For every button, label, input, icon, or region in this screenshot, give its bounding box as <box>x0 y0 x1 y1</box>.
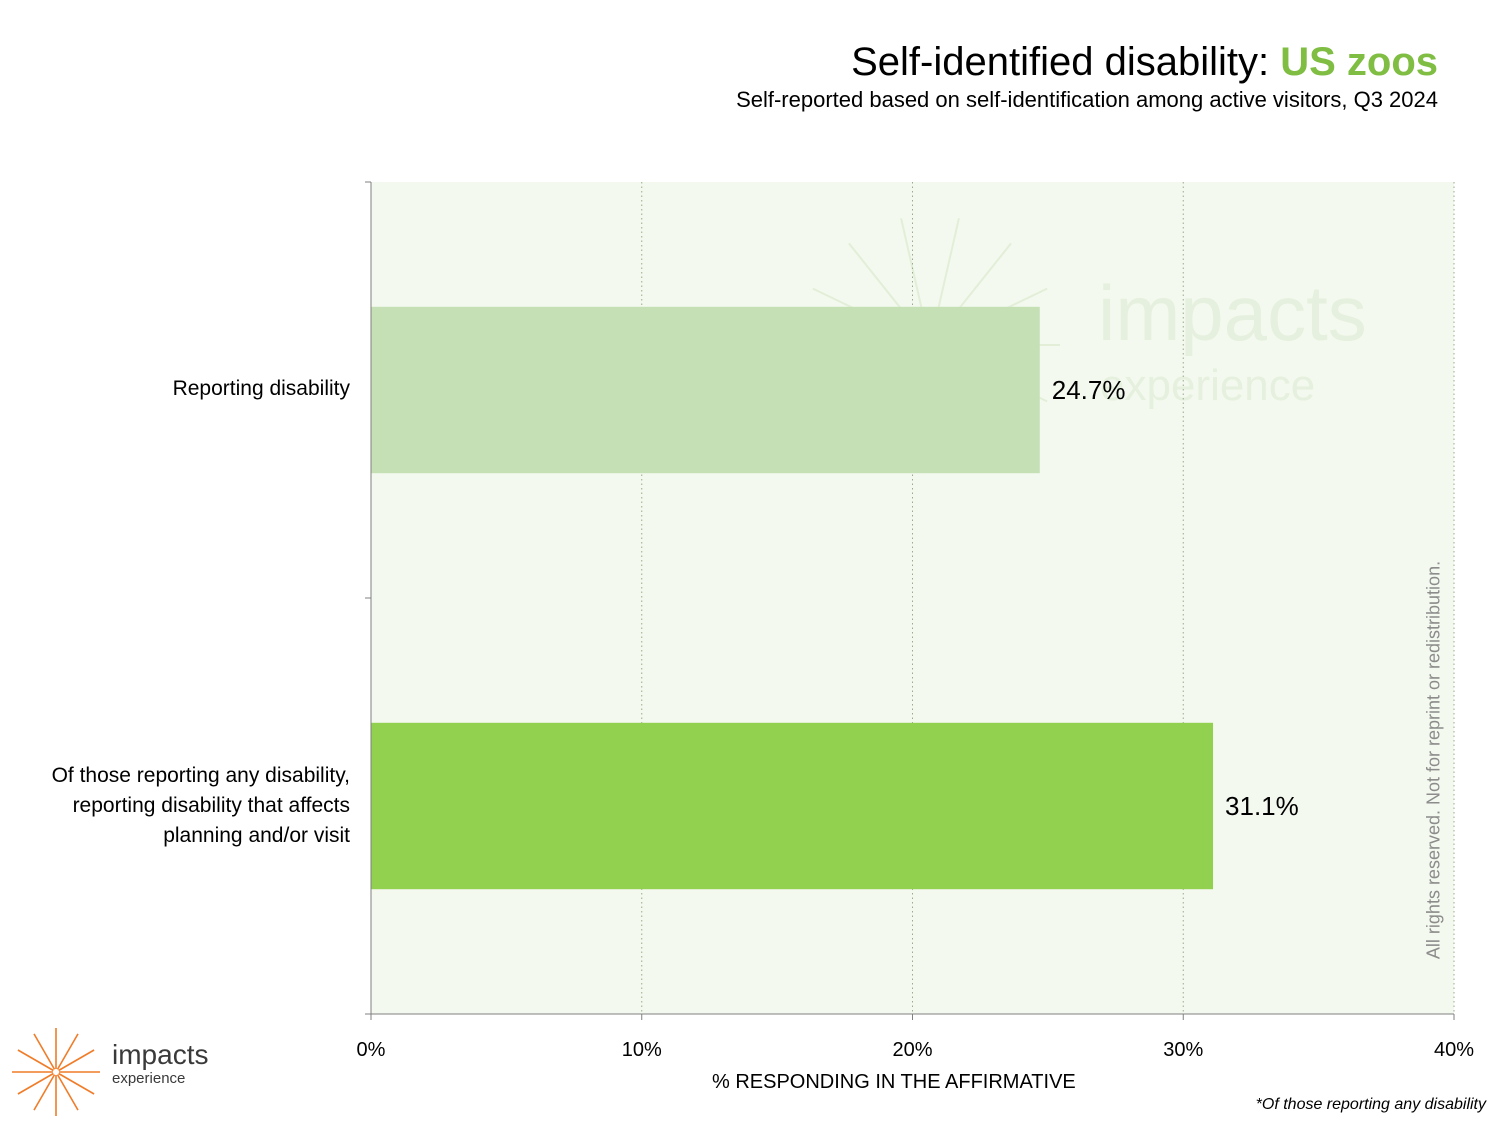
chart-title: Self-identified disability: US zoos <box>851 40 1438 85</box>
sunburst-ray <box>17 1049 54 1072</box>
sunburst-ray <box>58 1049 95 1072</box>
bar-value-label: 24.7% <box>1052 375 1126 405</box>
bar-value-label: 31.1% <box>1225 791 1299 821</box>
sunburst-ray <box>56 1033 79 1070</box>
x-tick-label: 0% <box>357 1039 386 1061</box>
category-label-2: Of those reporting any disability, repor… <box>52 761 350 851</box>
logo: impacts experience <box>112 1039 209 1087</box>
sunburst-ray <box>56 1074 79 1111</box>
chart-subtitle: Self-reported based on self-identificati… <box>736 87 1438 112</box>
x-tick-labels: 0% 10% 20% 30% 40% <box>357 1039 1475 1061</box>
category-label-line: planning and/or visit <box>163 824 350 847</box>
chart-title-highlight: US zoos <box>1280 40 1438 84</box>
x-tick-label: 10% <box>622 1039 662 1061</box>
footnote: *Of those reporting any disability <box>1255 1096 1486 1113</box>
watermark-line2: experience <box>1100 361 1315 410</box>
sunburst-ray <box>58 1072 95 1095</box>
logo-line2: experience <box>112 1070 186 1087</box>
bars <box>371 306 1214 890</box>
bar-value-labels: 24.7% 31.1% <box>1052 375 1299 821</box>
sunburst-ray <box>33 1033 56 1070</box>
category-label-line: Of those reporting any disability, <box>51 764 350 787</box>
x-tick-label: 20% <box>892 1039 932 1061</box>
bar <box>371 722 1214 890</box>
watermark-line1: impacts <box>1098 269 1367 357</box>
logo-line1: impacts <box>112 1039 209 1070</box>
sunburst-ray <box>17 1072 54 1095</box>
x-tick-label: 40% <box>1434 1039 1474 1061</box>
bar <box>371 306 1040 474</box>
sunburst-ray <box>33 1074 56 1111</box>
axes <box>365 181 1455 1020</box>
category-label-1: Reporting disability <box>173 374 350 404</box>
x-axis-title: % RESPONDING IN THE AFFIRMATIVE <box>712 1071 1076 1093</box>
x-tick-label: 30% <box>1163 1039 1203 1061</box>
logo-sunburst-icon <box>12 1028 100 1116</box>
category-label-line: reporting disability that affects <box>72 794 350 817</box>
category-label-line: Reporting disability <box>172 377 350 400</box>
rights-notice: All rights reserved. Not for reprint or … <box>1423 560 1444 960</box>
chart-title-main: Self-identified disability: <box>851 40 1281 84</box>
